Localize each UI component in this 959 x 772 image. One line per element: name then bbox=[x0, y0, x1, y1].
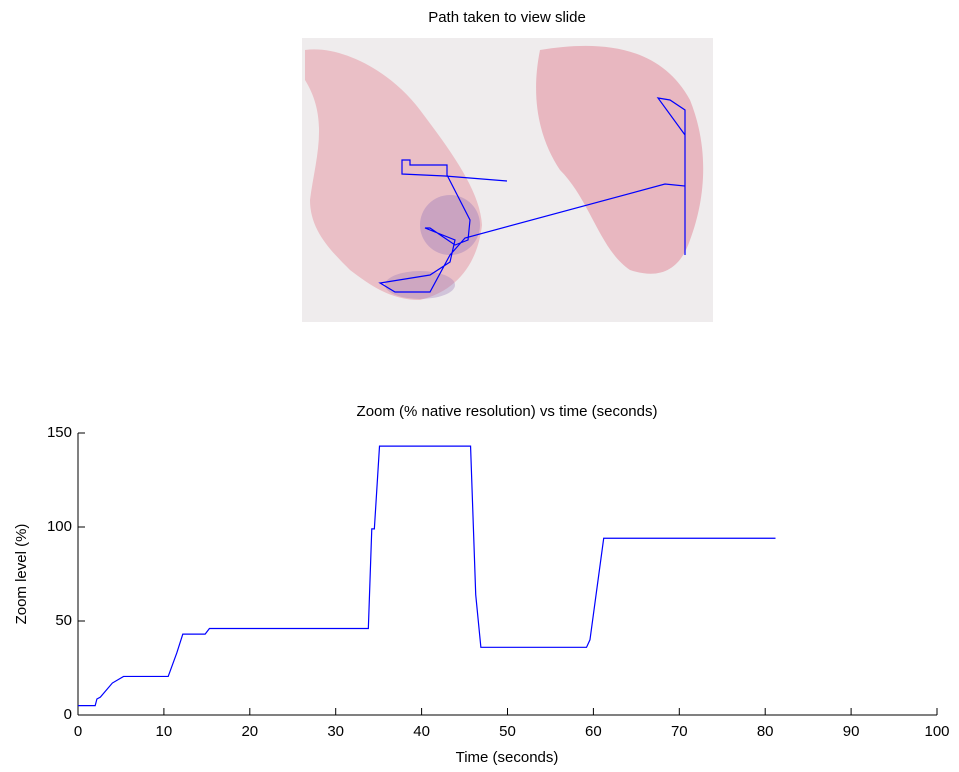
x-tick-label: 60 bbox=[585, 723, 602, 740]
x-tick-label: 70 bbox=[671, 723, 688, 740]
x-tick-label: 30 bbox=[327, 723, 344, 740]
x-tick-label: 40 bbox=[413, 723, 430, 740]
image-title: Path taken to view slide bbox=[428, 9, 586, 26]
x-tick-label: 10 bbox=[156, 723, 173, 740]
y-tick-label: 100 bbox=[47, 518, 72, 535]
x-tick-label: 0 bbox=[74, 723, 82, 740]
x-tick-label: 50 bbox=[499, 723, 516, 740]
y-tick-label: 0 bbox=[64, 706, 72, 723]
y-axis-label: Zoom level (%) bbox=[13, 524, 30, 625]
x-tick-label: 90 bbox=[843, 723, 860, 740]
chart-title: Zoom (% native resolution) vs time (seco… bbox=[357, 403, 658, 420]
x-tick-label: 80 bbox=[757, 723, 774, 740]
slide-image bbox=[302, 38, 713, 322]
line bbox=[78, 445, 776, 707]
x-tick-label: 20 bbox=[241, 723, 258, 740]
y-tick-label: 150 bbox=[47, 424, 72, 441]
x-axis-label: Time (seconds) bbox=[456, 749, 559, 766]
y-tick-label: 50 bbox=[55, 612, 72, 629]
x-tick-label: 100 bbox=[924, 723, 949, 740]
